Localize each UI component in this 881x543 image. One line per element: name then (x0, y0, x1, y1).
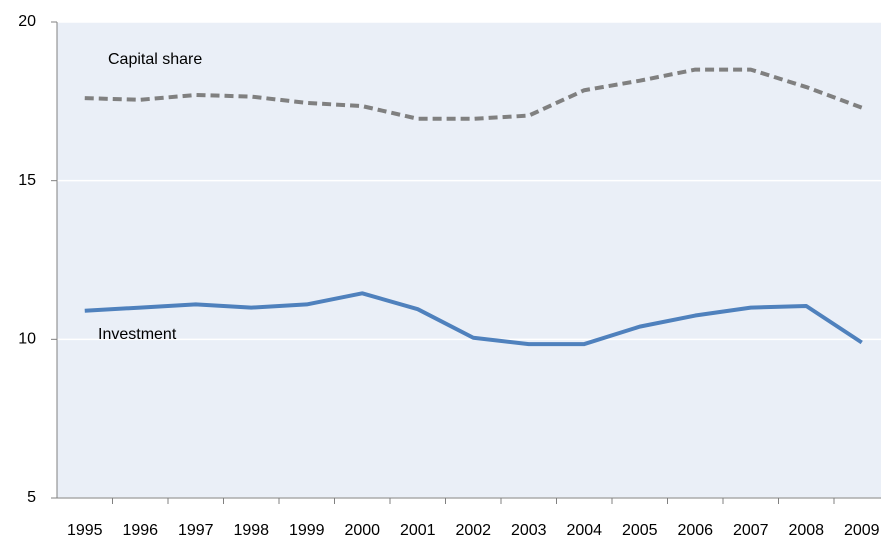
x-tick-label: 1996 (122, 522, 158, 539)
series-label: Investment (98, 326, 177, 343)
x-tick-label: 1998 (233, 522, 269, 539)
x-tick-label: 2003 (511, 522, 547, 539)
x-tick-label: 2002 (455, 522, 491, 539)
x-tick-label: 2007 (733, 522, 769, 539)
x-tick-label: 1995 (67, 522, 103, 539)
x-tick-label: 2001 (400, 522, 436, 539)
x-tick-label: 1997 (178, 522, 214, 539)
plot-area (57, 22, 881, 498)
series-line (84, 67, 863, 121)
y-tick-label: 5 (27, 489, 36, 506)
x-tick-label: 2009 (844, 522, 880, 539)
y-tick-label: 20 (18, 13, 36, 30)
series-label: Capital share (108, 51, 202, 68)
x-tick-label: 2006 (677, 522, 713, 539)
x-tick-label: 2004 (566, 522, 602, 539)
x-tick-label: 2005 (622, 522, 658, 539)
x-tick-label: 2008 (788, 522, 824, 539)
x-tick-label: 1999 (289, 522, 325, 539)
y-tick-label: 10 (18, 331, 36, 348)
y-tick-label: 15 (18, 172, 36, 189)
x-tick-label: 2000 (344, 522, 380, 539)
series-line (84, 291, 863, 347)
